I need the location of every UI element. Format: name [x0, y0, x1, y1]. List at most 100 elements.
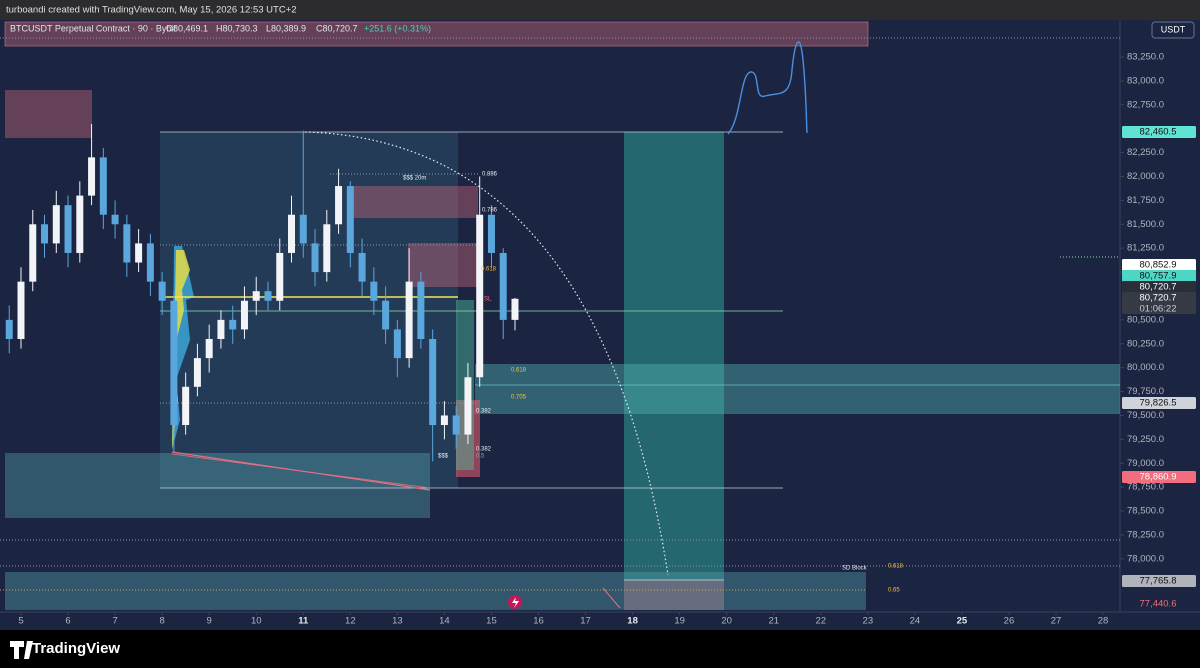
annotation: $$$ — [438, 454, 449, 460]
annotation: 0.618 — [511, 368, 527, 374]
candle-body — [417, 281, 425, 339]
candle-body — [182, 386, 190, 426]
price-tag — [1122, 259, 1196, 271]
candle-body — [41, 224, 49, 244]
price-tag-label: 82,460.5 — [1140, 127, 1177, 138]
candle-body — [99, 157, 107, 215]
y-tick-label: 79,000.0 — [1127, 458, 1164, 469]
candle-body — [335, 186, 343, 225]
price-tag — [1122, 471, 1196, 483]
top-bar — [0, 0, 1200, 20]
x-tick-label: 16 — [533, 616, 544, 627]
x-tick-label: 15 — [486, 616, 497, 627]
x-tick-label: 24 — [910, 616, 921, 627]
candle-body — [382, 300, 390, 330]
brand: TradingView — [32, 640, 120, 657]
change: +251.6 (+0.31%) — [364, 23, 431, 33]
price-tag-label: 80,720.7 — [1140, 293, 1177, 304]
price-tag — [1122, 598, 1196, 610]
ohlc-value: H80,730.3 — [216, 23, 258, 33]
candle-body — [464, 377, 472, 435]
price-tag-label: 80,720.7 — [1140, 282, 1177, 293]
x-tick-label: 26 — [1004, 616, 1015, 627]
candle-body — [393, 329, 401, 359]
candle-body — [158, 281, 166, 301]
candle-body — [170, 300, 178, 426]
x-tick-label: 18 — [627, 616, 638, 627]
y-tick-label: 83,250.0 — [1127, 52, 1164, 63]
y-tick-label: 78,250.0 — [1127, 529, 1164, 540]
candle-body — [135, 243, 143, 263]
candle-body — [476, 214, 484, 378]
y-tick-label: 79,250.0 — [1127, 434, 1164, 445]
candle-body — [64, 205, 72, 253]
candle-body — [217, 319, 225, 339]
x-tick-label: 17 — [580, 616, 591, 627]
annotation: $$$ 20m — [403, 176, 426, 182]
x-tick-label: 22 — [815, 616, 826, 627]
annotation: 0.382 — [476, 447, 492, 453]
annotation: 0.705 — [511, 395, 527, 401]
credit: turboandi created with TradingView.com, … — [6, 5, 297, 16]
candle-body — [240, 300, 248, 330]
y-tick-label: 78,500.0 — [1127, 506, 1164, 517]
price-tag — [1122, 575, 1196, 587]
candle-body — [370, 281, 378, 301]
price-tag-label: 77,440.6 — [1140, 599, 1177, 610]
candle-body — [311, 243, 319, 273]
x-tick-label: 21 — [768, 616, 779, 627]
price-tag-label: 80,757.9 — [1140, 271, 1177, 282]
ohlc-value: L80,389.9 — [266, 23, 306, 33]
candle-body — [499, 252, 507, 320]
x-tick-label: 28 — [1098, 616, 1109, 627]
x-tick-label: 27 — [1051, 616, 1062, 627]
candle-body — [323, 224, 331, 273]
x-tick-label: 23 — [863, 616, 874, 627]
ohlc-value: C80,720.7 — [316, 23, 358, 33]
price-tag — [1122, 270, 1196, 282]
price-tag-label: 77,765.8 — [1140, 576, 1177, 587]
candle-body — [88, 157, 96, 196]
candle-body — [511, 298, 519, 320]
candle-body — [5, 319, 13, 339]
candle-body — [276, 252, 284, 301]
y-tick-label: 81,500.0 — [1127, 219, 1164, 230]
y-tick-label: 80,250.0 — [1127, 338, 1164, 349]
countdown: 01:06:22 — [1140, 304, 1177, 315]
candle-body — [429, 338, 437, 426]
y-tick-label: 82,000.0 — [1127, 171, 1164, 182]
candle-body — [229, 319, 237, 330]
y-tick-label: 78,000.0 — [1127, 553, 1164, 564]
price-tag-label: 79,826.5 — [1140, 398, 1177, 409]
x-tick-label: 5 — [18, 616, 23, 627]
y-tick-label: 82,250.0 — [1127, 147, 1164, 158]
annotation: 0.786 — [482, 208, 498, 214]
x-tick-label: 12 — [345, 616, 356, 627]
price-tag — [1122, 126, 1196, 138]
x-tick-label: 14 — [439, 616, 450, 627]
y-tick-label: 83,000.0 — [1127, 75, 1164, 86]
candle-body — [252, 291, 260, 301]
x-tick-label: 20 — [721, 616, 732, 627]
y-tick-label: 79,500.0 — [1127, 410, 1164, 421]
y-tick-label: 80,000.0 — [1127, 362, 1164, 373]
candle-body — [123, 224, 131, 263]
candle-body — [487, 214, 495, 253]
annotation: 0.618 — [888, 564, 904, 570]
annotation: 0.5 — [476, 454, 485, 460]
x-tick-label: 13 — [392, 616, 403, 627]
x-tick-label: 10 — [251, 616, 262, 627]
x-tick-label: 25 — [957, 616, 968, 627]
y-tick-label: 82,750.0 — [1127, 99, 1164, 110]
candle-body — [205, 338, 213, 359]
annotation: 0.382 — [476, 409, 492, 415]
price-tag — [1122, 292, 1196, 314]
currency: USDT — [1161, 24, 1186, 34]
y-tick-label: 78,750.0 — [1127, 482, 1164, 493]
annotation: 0.65 — [888, 588, 900, 594]
annotation: 0.618 — [481, 267, 497, 273]
annotation: 0.886 — [482, 172, 498, 178]
x-tick-label: 8 — [159, 616, 164, 627]
